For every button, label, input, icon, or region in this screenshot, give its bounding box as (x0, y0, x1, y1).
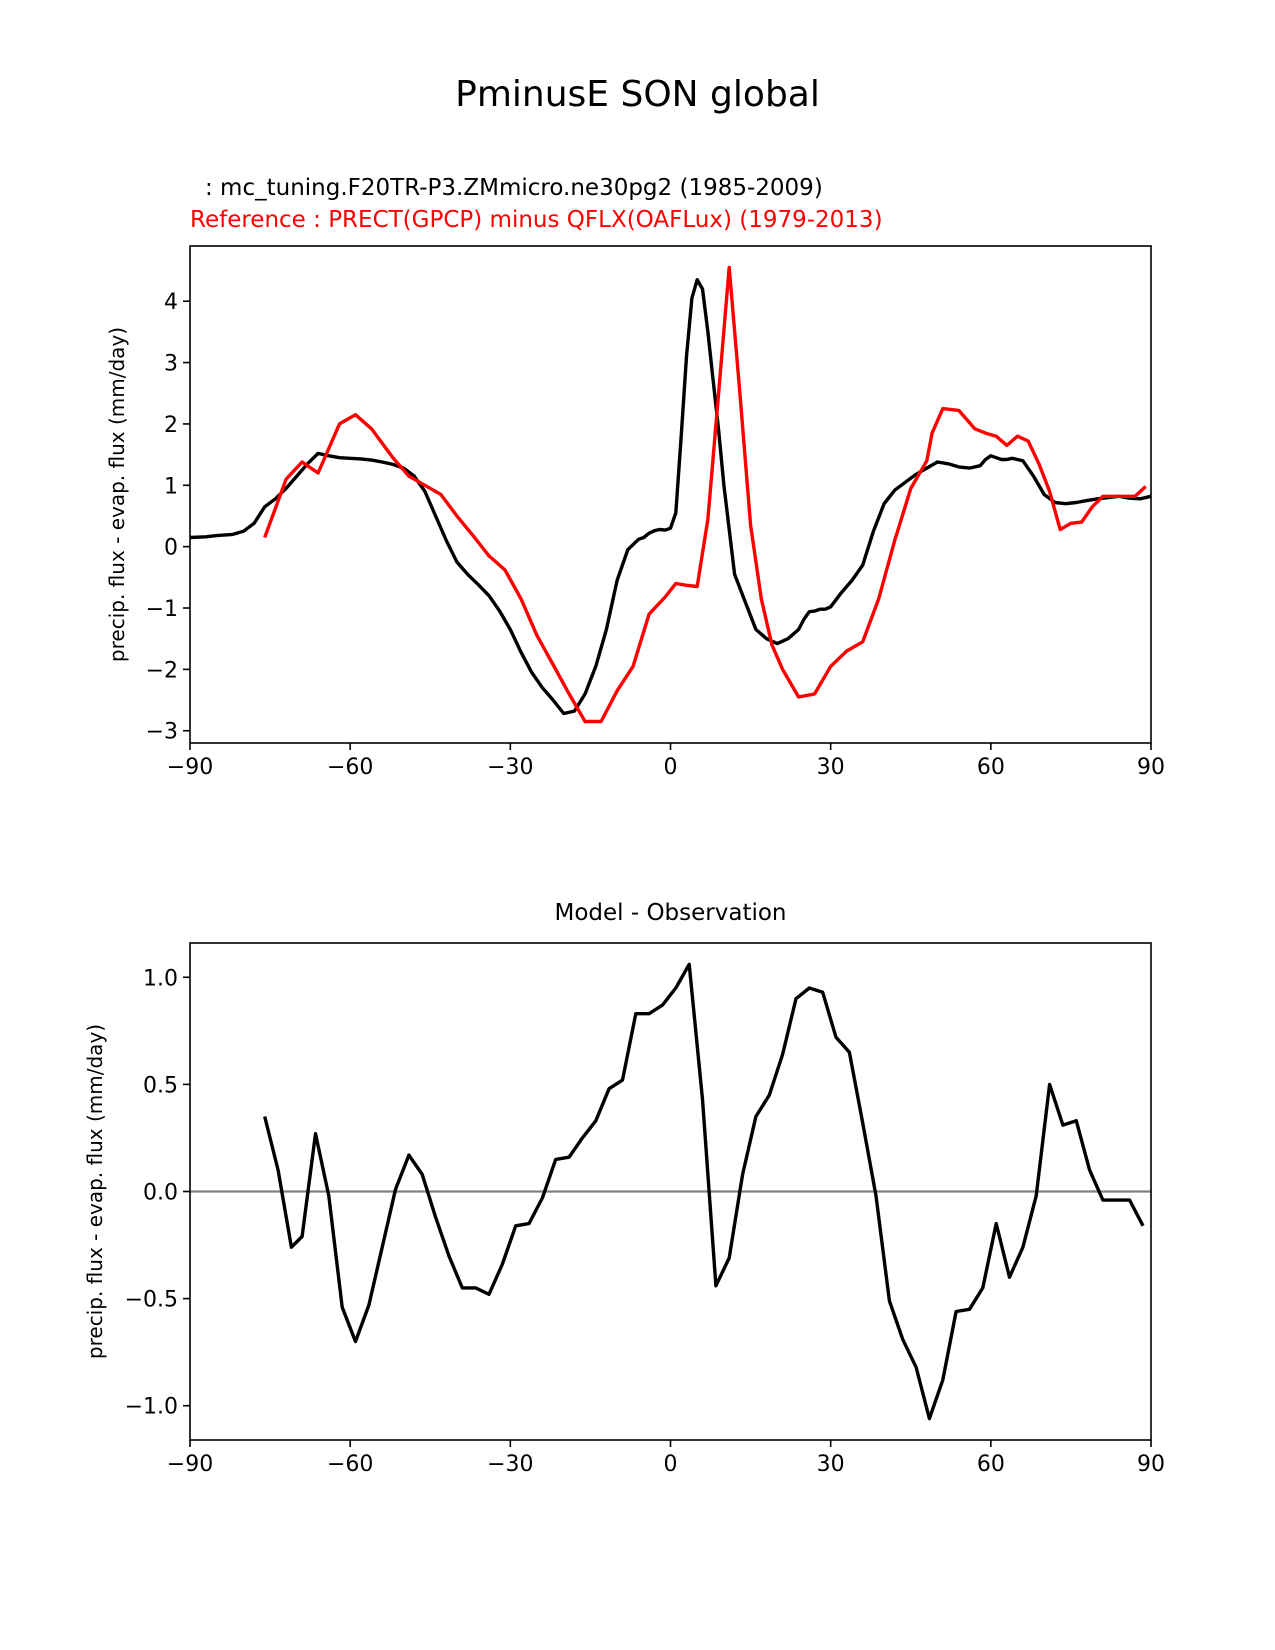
y-tick-label: −1.0 (125, 1395, 178, 1420)
y-tick-label: 2 (164, 413, 178, 438)
x-tick-label: 30 (817, 1452, 845, 1477)
y-tick-label: 4 (164, 290, 178, 315)
x-tick-label: −60 (327, 755, 373, 780)
x-tick-label: −90 (167, 1452, 213, 1477)
x-tick-label: 0 (664, 1452, 678, 1477)
series-line-model (189, 278, 1152, 716)
difference-panel-title: Model - Observation (554, 900, 787, 926)
y-tick-label: −3 (146, 720, 178, 745)
y-tick-label: −1 (146, 597, 178, 622)
top-panel: −90 −60 −30 0 30 60 90 −3 −2 −1 0 1 2 3 4 precip. flux … (105, 245, 1165, 780)
x-tick-label: −30 (487, 1452, 533, 1477)
y-tick-label: 1 (164, 474, 178, 499)
x-tick-label: −30 (487, 755, 533, 780)
x-tick-label: 60 (977, 755, 1005, 780)
y-tick-label: 3 (164, 352, 178, 377)
figure-title: PminusE SON global (455, 74, 820, 115)
x-tick-label: 90 (1137, 1452, 1165, 1477)
model-case-label: : mc_tuning.F20TR-P3.ZMmicro.ne30pg2 (19… (205, 175, 823, 201)
y-tick-label: 0.5 (143, 1073, 178, 1098)
x-tick-label: −60 (327, 1452, 373, 1477)
series-line-model-minus-observation (263, 962, 1145, 1421)
x-tick-label: 60 (977, 1452, 1005, 1477)
y-tick-label: 1.0 (143, 966, 178, 991)
difference-panel: −90 −60 −30 0 30 60 90 −1.0 −0.5 0.0 0.5 1.0 precip.… (83, 942, 1165, 1477)
y-tick-label: −0.5 (125, 1288, 178, 1313)
y-axis-label: precip. flux - evap. flux (mm/day) (83, 1024, 107, 1359)
series-line-reference (263, 265, 1147, 724)
x-tick-label: −90 (167, 755, 213, 780)
x-tick-label: 0 (664, 755, 678, 780)
x-tick-label: 90 (1137, 755, 1165, 780)
y-tick-label: 0 (164, 536, 178, 561)
axes-frame (189, 245, 1152, 744)
x-tick-label: 30 (817, 755, 845, 780)
y-tick-label: −2 (146, 658, 178, 683)
y-axis-label: precip. flux - evap. flux (mm/day) (105, 327, 129, 662)
y-tick-label: 0.0 (143, 1181, 178, 1206)
reference-label: Reference : PRECT(GPCP) minus QFLX(OAFLu… (190, 207, 883, 233)
